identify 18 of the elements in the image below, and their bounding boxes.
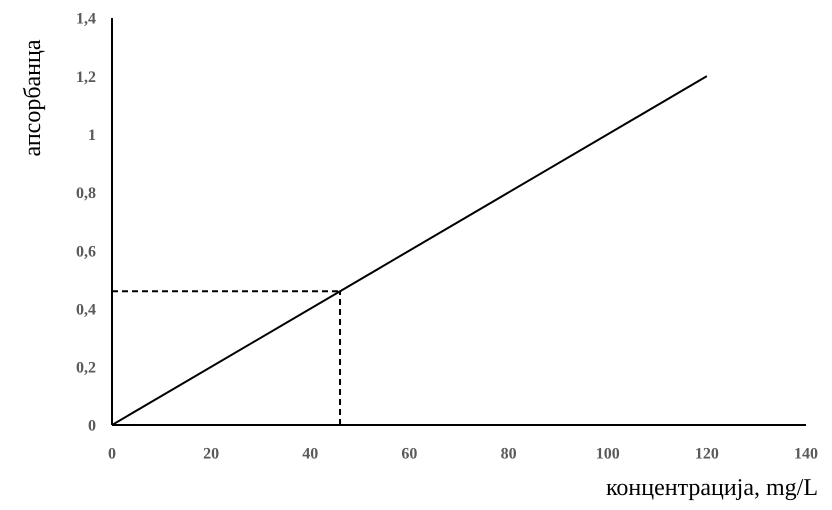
y-tick-label: 1: [88, 126, 96, 144]
x-tick-label: 0: [108, 445, 116, 462]
y-axis-title: апсорбанца: [20, 39, 46, 157]
y-tick-label: 1,2: [76, 68, 96, 86]
y-tick-label: 1,4: [76, 10, 96, 28]
y-tick-label: 0,4: [76, 301, 96, 318]
x-tick-label: 60: [401, 445, 418, 462]
x-tick-label: 40: [302, 445, 318, 462]
y-tick-label: 0,2: [76, 360, 96, 377]
y-tick-label: 0: [88, 418, 96, 435]
x-axis-title: концентрација, mg/L: [606, 475, 818, 501]
x-tick-label: 20: [203, 445, 220, 462]
x-tick-label: 80: [500, 445, 517, 462]
x-tick-label: 100: [596, 445, 620, 462]
y-tick-label: 0,8: [76, 185, 96, 202]
x-tick-label: 140: [794, 445, 818, 462]
x-tick-label: 120: [694, 445, 719, 462]
y-tick-label: 0,6: [76, 243, 96, 260]
